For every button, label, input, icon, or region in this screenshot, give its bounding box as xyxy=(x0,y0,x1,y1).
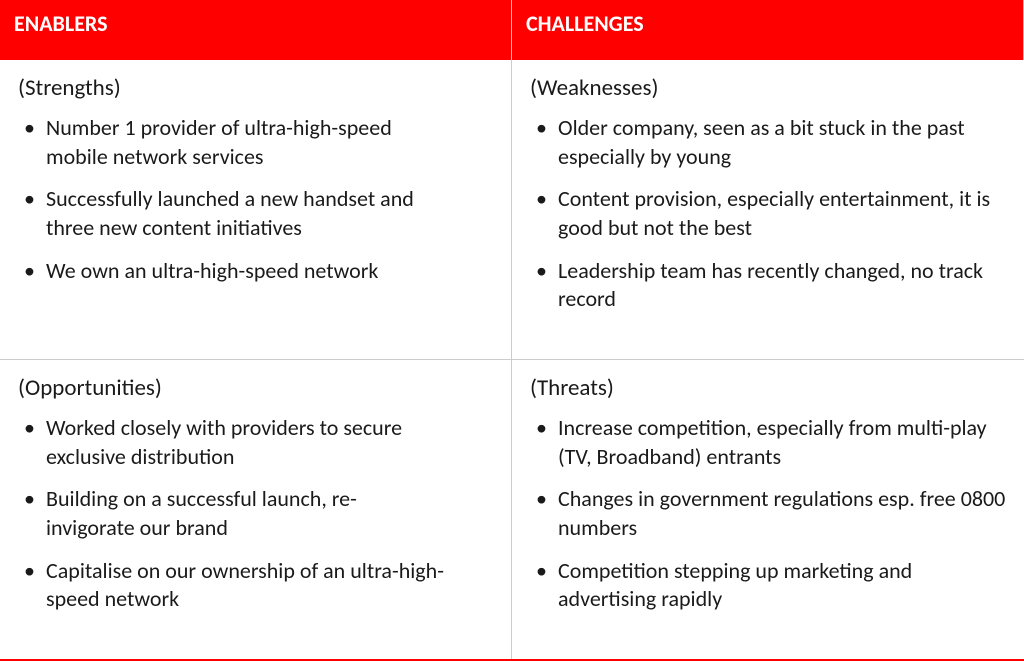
header-enablers-label: ENABLERS xyxy=(14,10,108,37)
weaknesses-list: Older company, seen as a bit stuck in th… xyxy=(530,114,1006,314)
list-item: Number 1 provider of ultra-high-speed mo… xyxy=(24,114,444,171)
list-item: Leadership team has recently changed, no… xyxy=(536,257,1006,314)
opportunities-title: (Opportunities) xyxy=(18,374,493,402)
weaknesses-title: (Weaknesses) xyxy=(530,74,1006,102)
list-item: We own an ultra-high-speed network xyxy=(24,257,444,286)
list-item: Older company, seen as a bit stuck in th… xyxy=(536,114,1006,171)
list-item: Capitalise on our ownership of an ultra-… xyxy=(24,557,444,614)
quadrant-opportunities: (Opportunities) Worked closely with prov… xyxy=(0,360,512,659)
quadrant-strengths: (Strengths) Number 1 provider of ultra-h… xyxy=(0,60,512,360)
strengths-title: (Strengths) xyxy=(18,74,493,102)
quadrant-weaknesses: (Weaknesses) Older company, seen as a bi… xyxy=(512,60,1024,360)
header-challenges-label: CHALLENGES xyxy=(526,10,644,37)
list-item: Increase competition, especially from mu… xyxy=(536,414,1006,471)
threats-title: (Threats) xyxy=(530,374,1006,402)
list-item: Competition stepping up marketing and ad… xyxy=(536,557,1006,614)
list-item: Changes in government regulations esp. f… xyxy=(536,485,1006,542)
list-item: Building on a successful launch, re-invi… xyxy=(24,485,444,542)
opportunities-list: Worked closely with providers to secure … xyxy=(18,414,493,614)
threats-list: Increase competition, especially from mu… xyxy=(530,414,1006,614)
list-item: Content provision, especially entertainm… xyxy=(536,185,1006,242)
list-item: Successfully launched a new handset and … xyxy=(24,185,444,242)
swot-table: ENABLERS CHALLENGES (Strengths) Number 1… xyxy=(0,0,1024,661)
strengths-list: Number 1 provider of ultra-high-speed mo… xyxy=(18,114,493,285)
quadrant-threats: (Threats) Increase competition, especial… xyxy=(512,360,1024,659)
list-item: Worked closely with providers to secure … xyxy=(24,414,444,471)
header-challenges: CHALLENGES xyxy=(512,0,1024,60)
header-enablers: ENABLERS xyxy=(0,0,512,60)
